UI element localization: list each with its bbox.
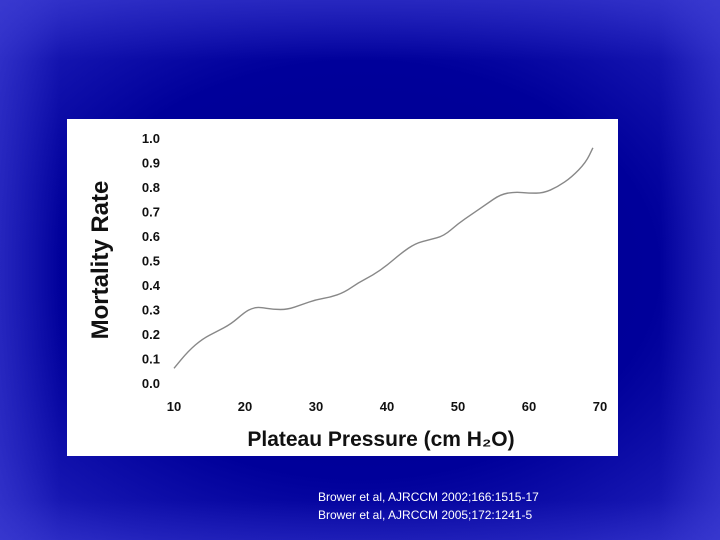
y-tick-label: 0.9 (142, 156, 160, 171)
y-tick-label: 1.0 (142, 131, 160, 146)
citation-line: Brower et al, AJRCCM 2002;166:1515-17 (318, 490, 539, 504)
y-tick-label: 0.5 (142, 254, 160, 269)
x-axis-label: Plateau Pressure (cm H₂O) (247, 428, 514, 451)
x-tick-label: 30 (309, 399, 323, 414)
y-tick-label: 0.7 (142, 205, 160, 220)
y-tick-label: 0.1 (142, 352, 160, 367)
chart-panel: 0.0 0.1 0.2 0.3 0.4 0.5 0.6 0.7 0.8 0.9 1.0 10 20 30 4… (67, 119, 618, 456)
citations: Brower et al, AJRCCM 2002;166:1515-17 Br… (318, 488, 539, 524)
y-axis-label: Mortality Rate (87, 181, 114, 340)
y-tick-label: 0.3 (142, 303, 160, 318)
mortality-series-line (173, 147, 594, 369)
mortality-chart: 0.0 0.1 0.2 0.3 0.4 0.5 0.6 0.7 0.8 0.9 1.0 10 20 30 4… (87, 131, 607, 451)
y-tick-label: 0.2 (142, 327, 160, 342)
x-tick-label: 20 (238, 399, 252, 414)
x-tick-label: 50 (451, 399, 465, 414)
y-tick-label: 0.8 (142, 180, 160, 195)
citation-line: Brower et al, AJRCCM 2005;172:1241-5 (318, 508, 533, 522)
y-tick-label: 0.0 (142, 376, 160, 391)
y-tick-label: 0.6 (142, 229, 160, 244)
x-tick-label: 40 (380, 399, 394, 414)
x-tick-label: 60 (522, 399, 536, 414)
x-tick-label: 70 (593, 399, 607, 414)
x-tick-label: 10 (167, 399, 181, 414)
y-tick-label: 0.4 (142, 278, 161, 293)
